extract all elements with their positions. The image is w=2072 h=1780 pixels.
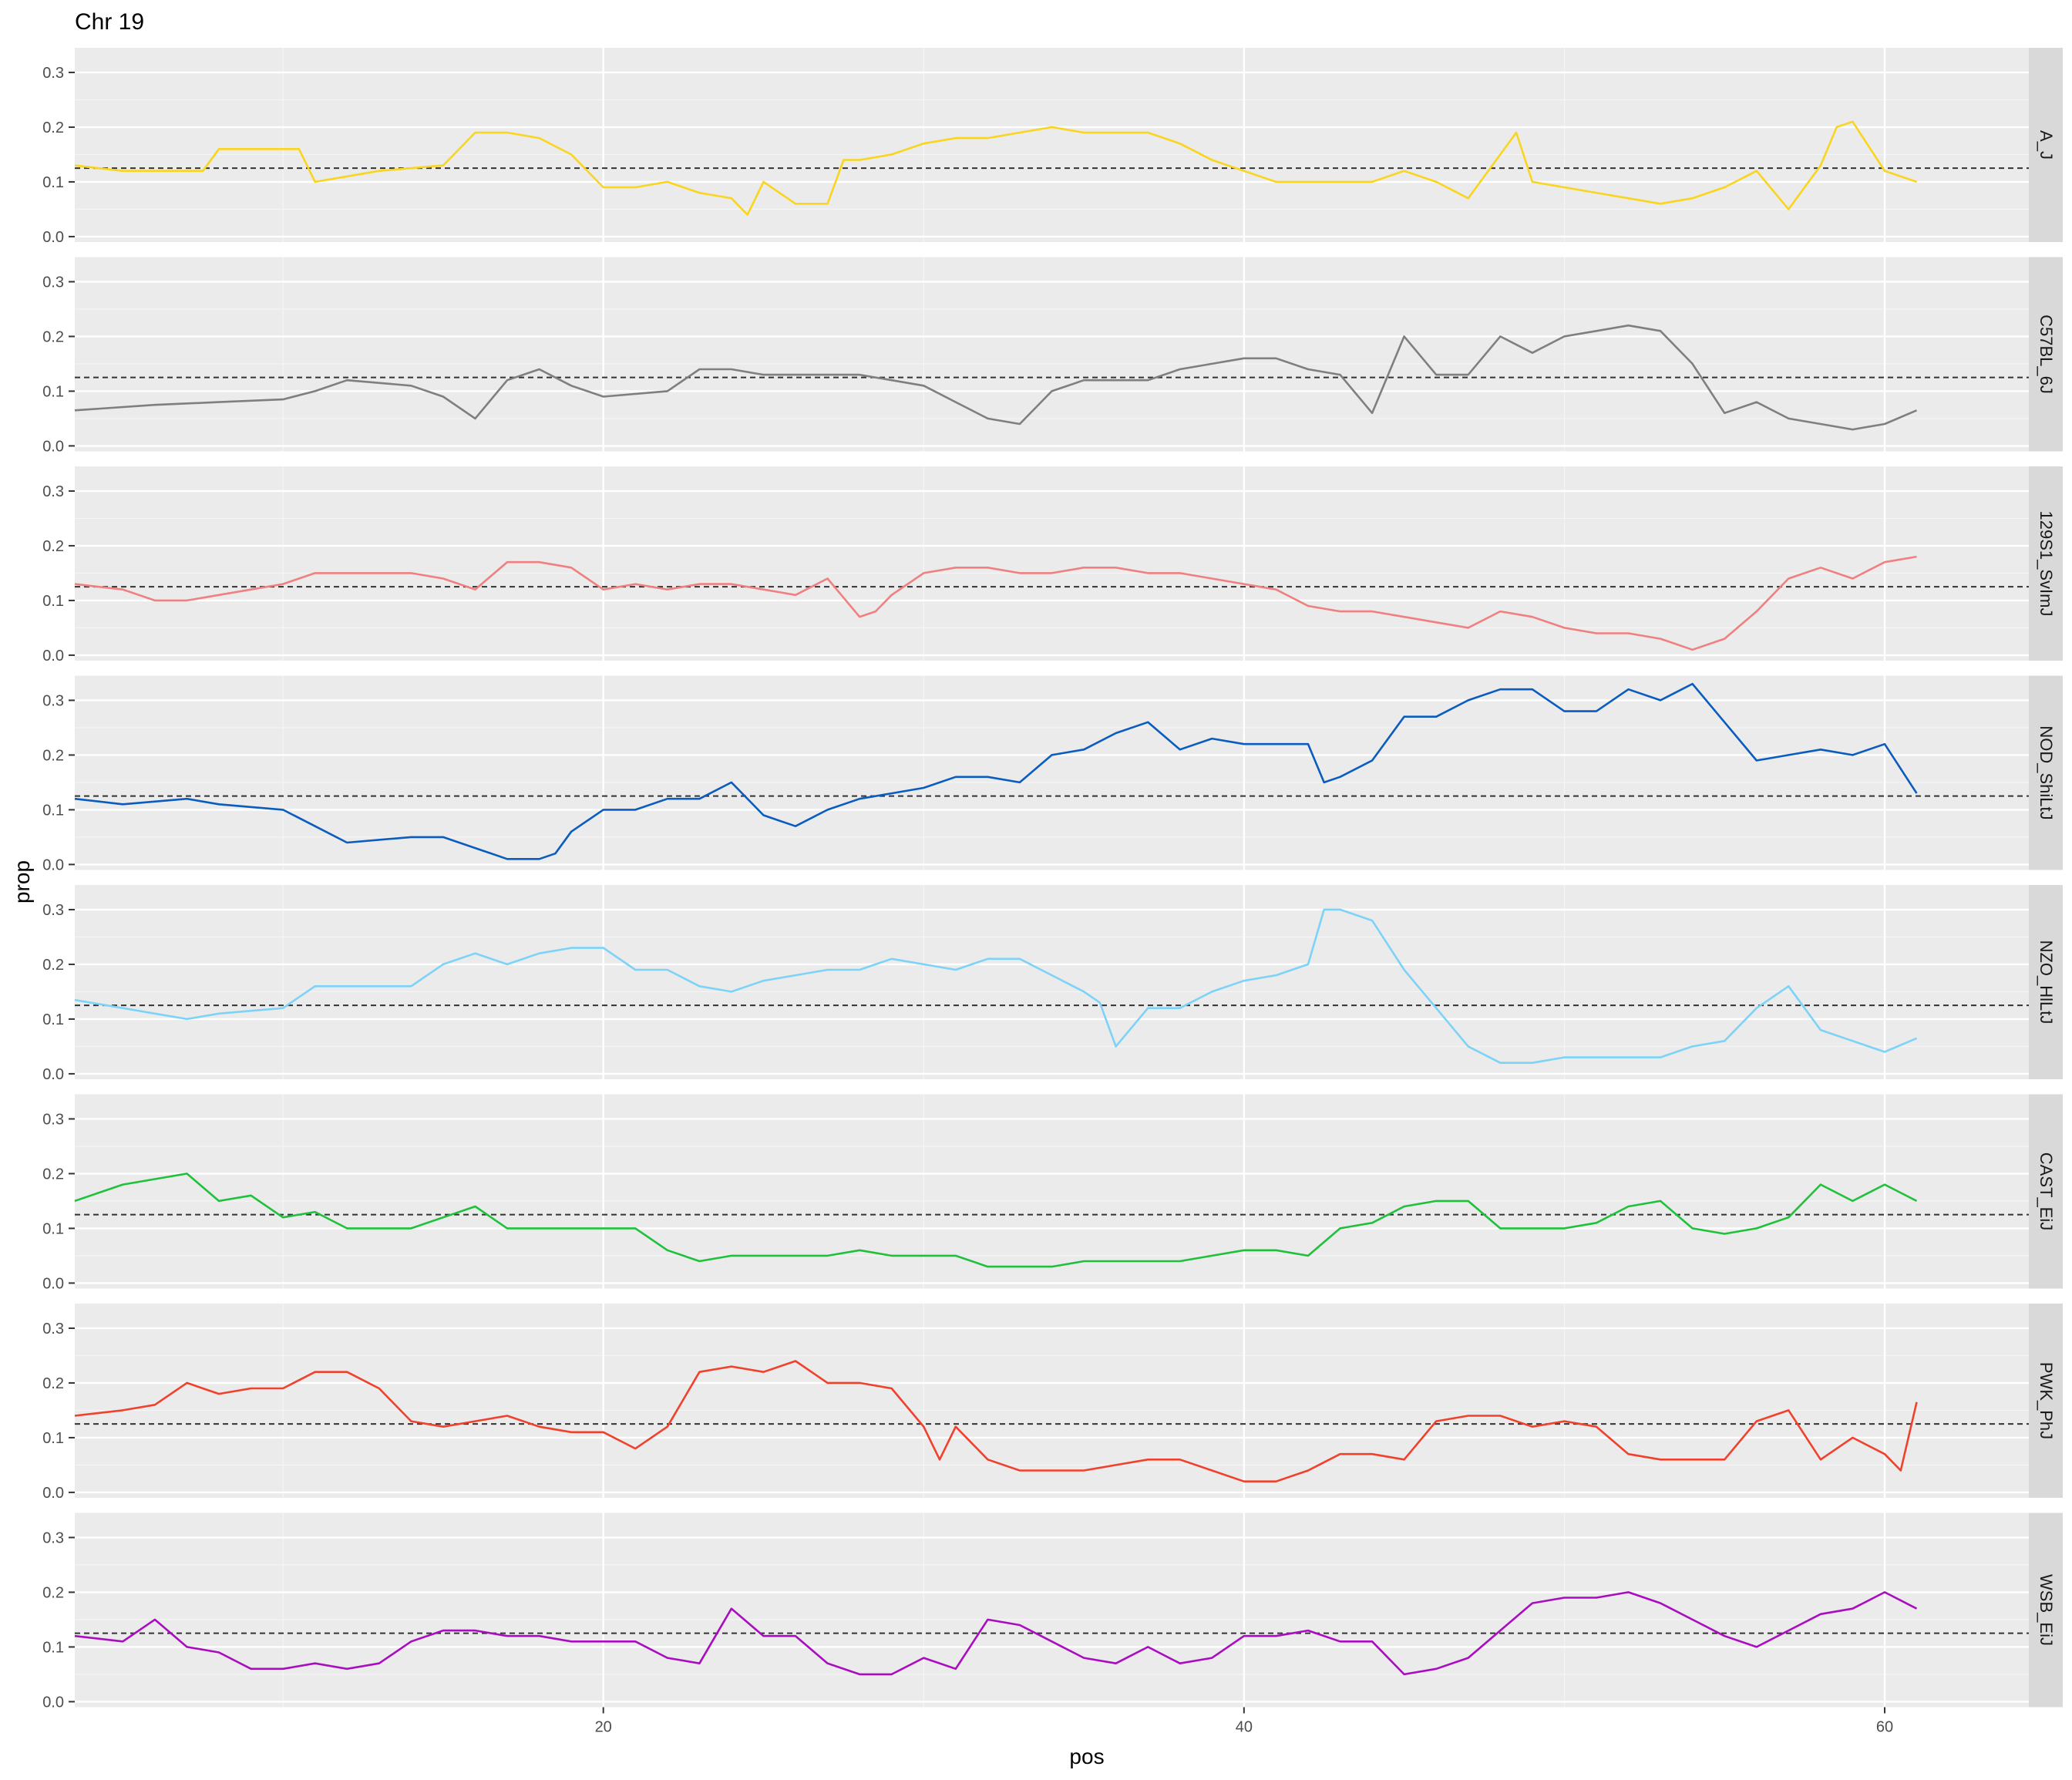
y-tick-label: 0.1 <box>42 174 64 191</box>
y-tick-label: 0.3 <box>42 1111 64 1128</box>
y-tick-label: 0.1 <box>42 1011 64 1028</box>
panel-a-j: 0.0 0.1 0.2 0.3 A_J <box>42 48 2063 246</box>
panel-background <box>75 1094 2029 1289</box>
y-tick-label: 0.3 <box>42 902 64 919</box>
y-tick-label: 0.3 <box>42 274 64 291</box>
series-line-nod-shiltj <box>74 682 1918 860</box>
y-tick-label: 0.1 <box>42 1639 64 1656</box>
y-tick-label: 0.1 <box>42 383 64 400</box>
facet-strip-label: WSB_EiJ <box>2037 1574 2056 1646</box>
y-tick-label: 0.2 <box>42 328 64 345</box>
facet-strip <box>2029 466 2063 661</box>
y-tick-label: 0.3 <box>42 1321 64 1338</box>
chart-title: Chr 19 <box>75 9 144 35</box>
panel-c57bl-6j: 0.0 0.1 0.2 0.3 C57BL_6J <box>42 257 2063 455</box>
facet-strip-label: PWK_PhJ <box>2037 1362 2056 1439</box>
panel-pwk-phj: 0.0 0.1 0.2 0.3 PWK_PhJ <box>42 1304 2063 1502</box>
y-tick-label: 0.2 <box>42 1375 64 1392</box>
y-tick-label: 0.1 <box>42 802 64 819</box>
x-tick-label: 20 <box>595 1719 612 1736</box>
x-tick-label: 40 <box>1236 1719 1253 1736</box>
facet-strip <box>2029 1094 2063 1289</box>
y-tick-label: 0.0 <box>42 438 64 455</box>
y-tick-label: 0.3 <box>42 1529 64 1546</box>
y-tick-label: 0.2 <box>42 747 64 764</box>
facet-strip <box>2029 1512 2063 1708</box>
y-tick-label: 0.2 <box>42 538 64 555</box>
y-tick-label: 0.1 <box>42 593 64 610</box>
series-line-129s1-svimj <box>74 555 1917 651</box>
facet-strip <box>2029 257 2063 452</box>
y-tick-label: 0.0 <box>42 1275 64 1292</box>
y-tick-label: 0.0 <box>42 856 64 873</box>
panel-background <box>75 257 2029 452</box>
panel-background <box>75 466 2029 661</box>
panel-wsb-eij: 0.0 0.1 0.2 0.3 WSB_EiJ 20 40 60 <box>42 1512 2063 1736</box>
x-axis-label: pos <box>1069 1745 1104 1768</box>
panel-nzo-hlltj: 0.0 0.1 0.2 0.3 NZO_HlLtJ <box>42 885 2063 1083</box>
panel-background <box>75 48 2029 242</box>
facet-strip-label: NZO_HlLtJ <box>2037 940 2056 1025</box>
panel-nod-shiltj: 0.0 0.1 0.2 0.3 NOD_ShiLtJ <box>42 675 2063 873</box>
panel-background <box>75 1304 2029 1498</box>
facet-strip-label: CAST_EiJ <box>2037 1152 2056 1230</box>
series-line-cast-eij <box>74 1173 1918 1268</box>
facet-panels: 0.00.10.20.3A_J0.00.10.20.3C57BL_6J0.00.… <box>42 48 2063 1736</box>
y-tick-label: 0.0 <box>42 1066 64 1083</box>
facet-strip-label: C57BL_6J <box>2037 315 2056 394</box>
series-line-wsb-eij <box>74 1591 1918 1676</box>
y-tick-label: 0.3 <box>42 65 64 82</box>
y-tick-label: 0.2 <box>42 1584 64 1601</box>
y-tick-label: 0.1 <box>42 1430 64 1447</box>
facet-strip-label: 129S1_SvImJ <box>2037 511 2056 617</box>
y-tick-label: 0.0 <box>42 1485 64 1502</box>
y-tick-label: 0.0 <box>42 648 64 665</box>
panel-background <box>75 1512 2029 1708</box>
panel-background <box>75 885 2029 1079</box>
y-tick-label: 0.0 <box>42 229 64 246</box>
facet-strip-label: A_J <box>2037 130 2056 160</box>
x-tick-label: 60 <box>1876 1719 1893 1736</box>
y-axis-label: prop <box>10 860 34 903</box>
y-tick-label: 0.2 <box>42 1166 64 1183</box>
y-tick-label: 0.3 <box>42 692 64 709</box>
series-line-c57bl-6j <box>74 324 1918 431</box>
series-line-nzo-hlltj <box>74 908 1918 1064</box>
series-line-a-j <box>74 120 1917 216</box>
facet-strip <box>2029 48 2063 242</box>
y-tick-label: 0.2 <box>42 957 64 974</box>
y-tick-label: 0.3 <box>42 483 64 500</box>
facet-strip <box>2029 1304 2063 1498</box>
y-tick-label: 0.1 <box>42 1220 64 1237</box>
facet-strip <box>2029 885 2063 1079</box>
y-tick-label: 0.2 <box>42 119 64 136</box>
panel-129s1-svimj: 0.0 0.1 0.2 0.3 129S1_SvImJ <box>42 466 2063 665</box>
panel-cast-eij: 0.0 0.1 0.2 0.3 CAST_EiJ <box>42 1094 2063 1292</box>
facet-strip-label: NOD_ShiLtJ <box>2037 725 2056 819</box>
y-tick-label: 0.0 <box>42 1694 64 1711</box>
facet-strip <box>2029 675 2063 870</box>
series-line-pwk-phj <box>74 1360 1918 1482</box>
